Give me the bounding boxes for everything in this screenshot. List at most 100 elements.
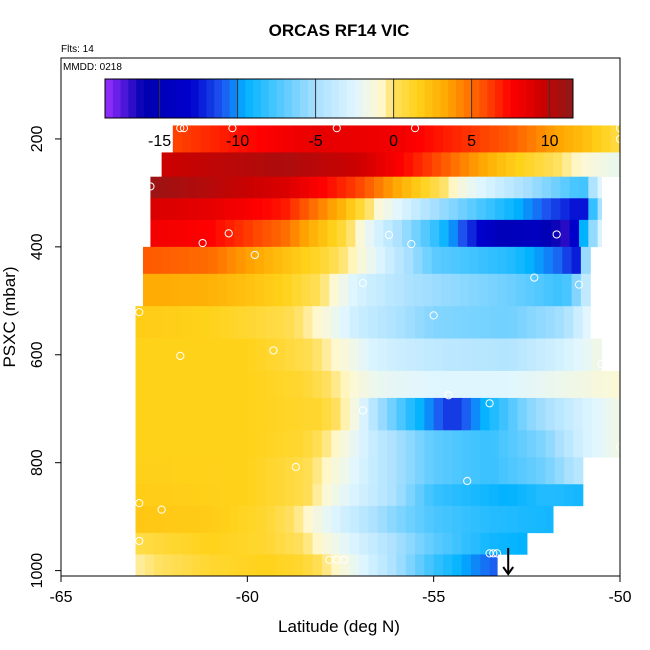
heatmap-cell [579,176,589,199]
sample-point [198,238,207,248]
heatmap-cell [172,430,183,458]
heatmap-cell [210,430,220,458]
heatmap-cell [217,152,228,178]
colorbar-swatch [565,79,574,118]
heatmap-cell [597,219,602,248]
heatmap-cell [508,505,519,534]
heatmap-cell [219,370,230,399]
heatmap-cell [172,457,183,485]
heatmap-cell [359,338,370,372]
heatmap-cell [588,176,599,199]
heatmap-cell [299,219,310,248]
heatmap-cell [144,430,155,458]
heatmap-cell [597,176,602,199]
heatmap-cell [236,273,247,307]
heatmap-cell [517,125,528,153]
heatmap-cell [480,125,491,153]
heatmap-cell [338,152,349,178]
heatmap-cell [517,484,528,507]
sample-point [615,442,620,452]
heatmap-cell [470,505,481,534]
heatmap-cell [284,484,295,507]
heatmap-cell [349,554,360,576]
heatmap-cell [461,370,472,399]
heatmap-cell [387,430,397,458]
heatmap-cell [357,246,368,275]
heatmap-cell [452,338,463,372]
heatmap-cell [480,306,491,339]
heatmap-cell [387,484,397,507]
heatmap-cell [383,198,394,221]
heatmap-cell [601,397,612,431]
heatmap-cell [523,219,534,248]
heatmap-cell [489,457,500,485]
heatmap-cell [228,125,239,153]
heatmap-cell [256,457,267,485]
heatmap-cell [415,554,425,576]
heatmap-cell [144,306,155,339]
sample-point [291,462,300,472]
heatmap-cell [573,370,584,399]
heatmap-cell [293,484,304,507]
heatmap-cell [191,532,202,555]
heatmap-cell [329,273,340,307]
heatmap-cell [187,198,198,221]
x-tick-label: -55 [422,589,445,606]
heatmap-cell [450,273,461,307]
heatmap-cell [219,338,230,372]
heatmap-cell [310,152,321,178]
heatmap-cell [573,484,584,507]
sample-point [444,391,453,400]
heatmap-cell [219,457,230,485]
heatmap-cell [524,152,535,178]
heatmap-cell [271,176,282,199]
heatmap-cell [200,554,211,576]
heatmap-cell [461,430,472,458]
heatmap-cell [415,430,425,458]
y-tick-label: 200 [29,125,46,152]
heatmap-cell [197,176,207,199]
heatmap-cell [310,273,321,307]
heatmap-cell [459,152,470,178]
heatmap-cell [256,338,267,372]
heatmap-cell [461,397,472,431]
colorbar-swatch [198,79,207,118]
colorbar-swatch [128,79,137,118]
heatmap-cell [170,273,181,307]
heatmap-cell [592,338,602,372]
sample-point [176,124,185,133]
heatmap-cell [346,219,357,248]
heatmap-cell [254,273,265,307]
heatmap-cell [368,430,379,458]
heatmap-cell [197,219,207,248]
heatmap-cell [182,554,193,576]
heatmap-cell [448,219,459,248]
heatmap-cell [180,273,191,307]
heatmap-cell [579,219,589,248]
heatmap-cell [495,219,506,248]
heatmap-cell [504,176,515,199]
heatmap-cell [368,338,379,372]
heatmap-cell [273,152,284,178]
heatmap-cell [265,505,276,534]
heatmap-cell [517,457,528,485]
heatmap-cell [265,397,276,431]
heatmap-cell [573,306,584,339]
heatmap-cell [284,338,295,372]
heatmap-cell [377,554,388,576]
heatmap-cell [489,397,500,431]
heatmap-cell [536,457,547,485]
heatmap-cell [265,532,276,555]
heatmap-cell [457,219,468,248]
heatmap-cell [470,397,481,431]
heatmap-cell [375,246,386,275]
heatmap-cell [422,152,433,178]
heatmap-cell [385,152,396,178]
heatmap-cell [359,554,370,576]
heatmap-cell [564,370,575,399]
heatmap-cell [182,457,193,485]
heatmap-cell [228,505,239,534]
heatmap-cell [551,176,561,199]
heatmap-cell [415,306,425,339]
heatmap-cell [534,152,545,178]
